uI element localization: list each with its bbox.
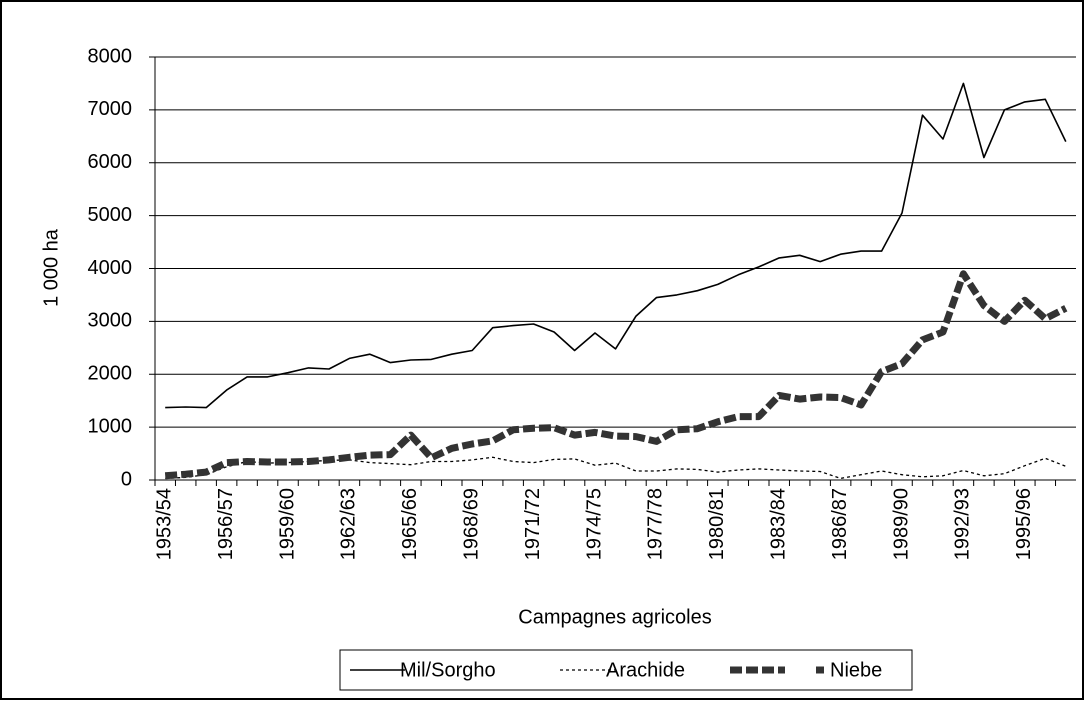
legend-label: Arachide: [606, 659, 685, 681]
y-tick-label: 5000: [88, 204, 133, 226]
x-tick-label: 1965/66: [399, 488, 421, 560]
x-tick-label: 1992/93: [952, 488, 974, 560]
x-tick-label: 1977/78: [645, 488, 667, 560]
series-line: [164, 270, 1068, 480]
x-tick-label: 1983/84: [768, 488, 790, 560]
x-tick-label: 1956/57: [215, 488, 237, 560]
y-tick-label: 6000: [88, 151, 133, 173]
x-tick-label: 1974/75: [583, 488, 605, 560]
y-axis-label: 1 000 ha: [40, 228, 62, 307]
y-tick-label: 3000: [88, 310, 133, 332]
x-tick-label: 1962/63: [338, 488, 360, 560]
legend-label: Niebe: [830, 659, 882, 681]
y-tick-label: 0: [121, 468, 132, 490]
y-tick-label: 4000: [88, 257, 133, 279]
x-tick-label: 1968/69: [461, 488, 483, 560]
y-tick-label: 8000: [88, 45, 133, 67]
y-tick-label: 2000: [88, 363, 133, 385]
x-tick-label: 1995/96: [1013, 488, 1035, 560]
y-tick-label: 1000: [88, 415, 133, 437]
x-tick-label: 1989/90: [890, 488, 912, 560]
x-tick-label: 1953/54: [154, 488, 176, 560]
x-tick-label: 1980/81: [706, 488, 728, 560]
x-tick-label: 1971/72: [522, 488, 544, 560]
x-tick-label: 1986/87: [829, 488, 851, 560]
x-tick-label: 1959/60: [276, 488, 298, 560]
x-axis-label: Campagnes agricoles: [518, 606, 711, 628]
legend-label: Mil/Sorgho: [400, 659, 496, 681]
series-line: [165, 82, 1067, 409]
y-tick-label: 7000: [88, 98, 133, 120]
